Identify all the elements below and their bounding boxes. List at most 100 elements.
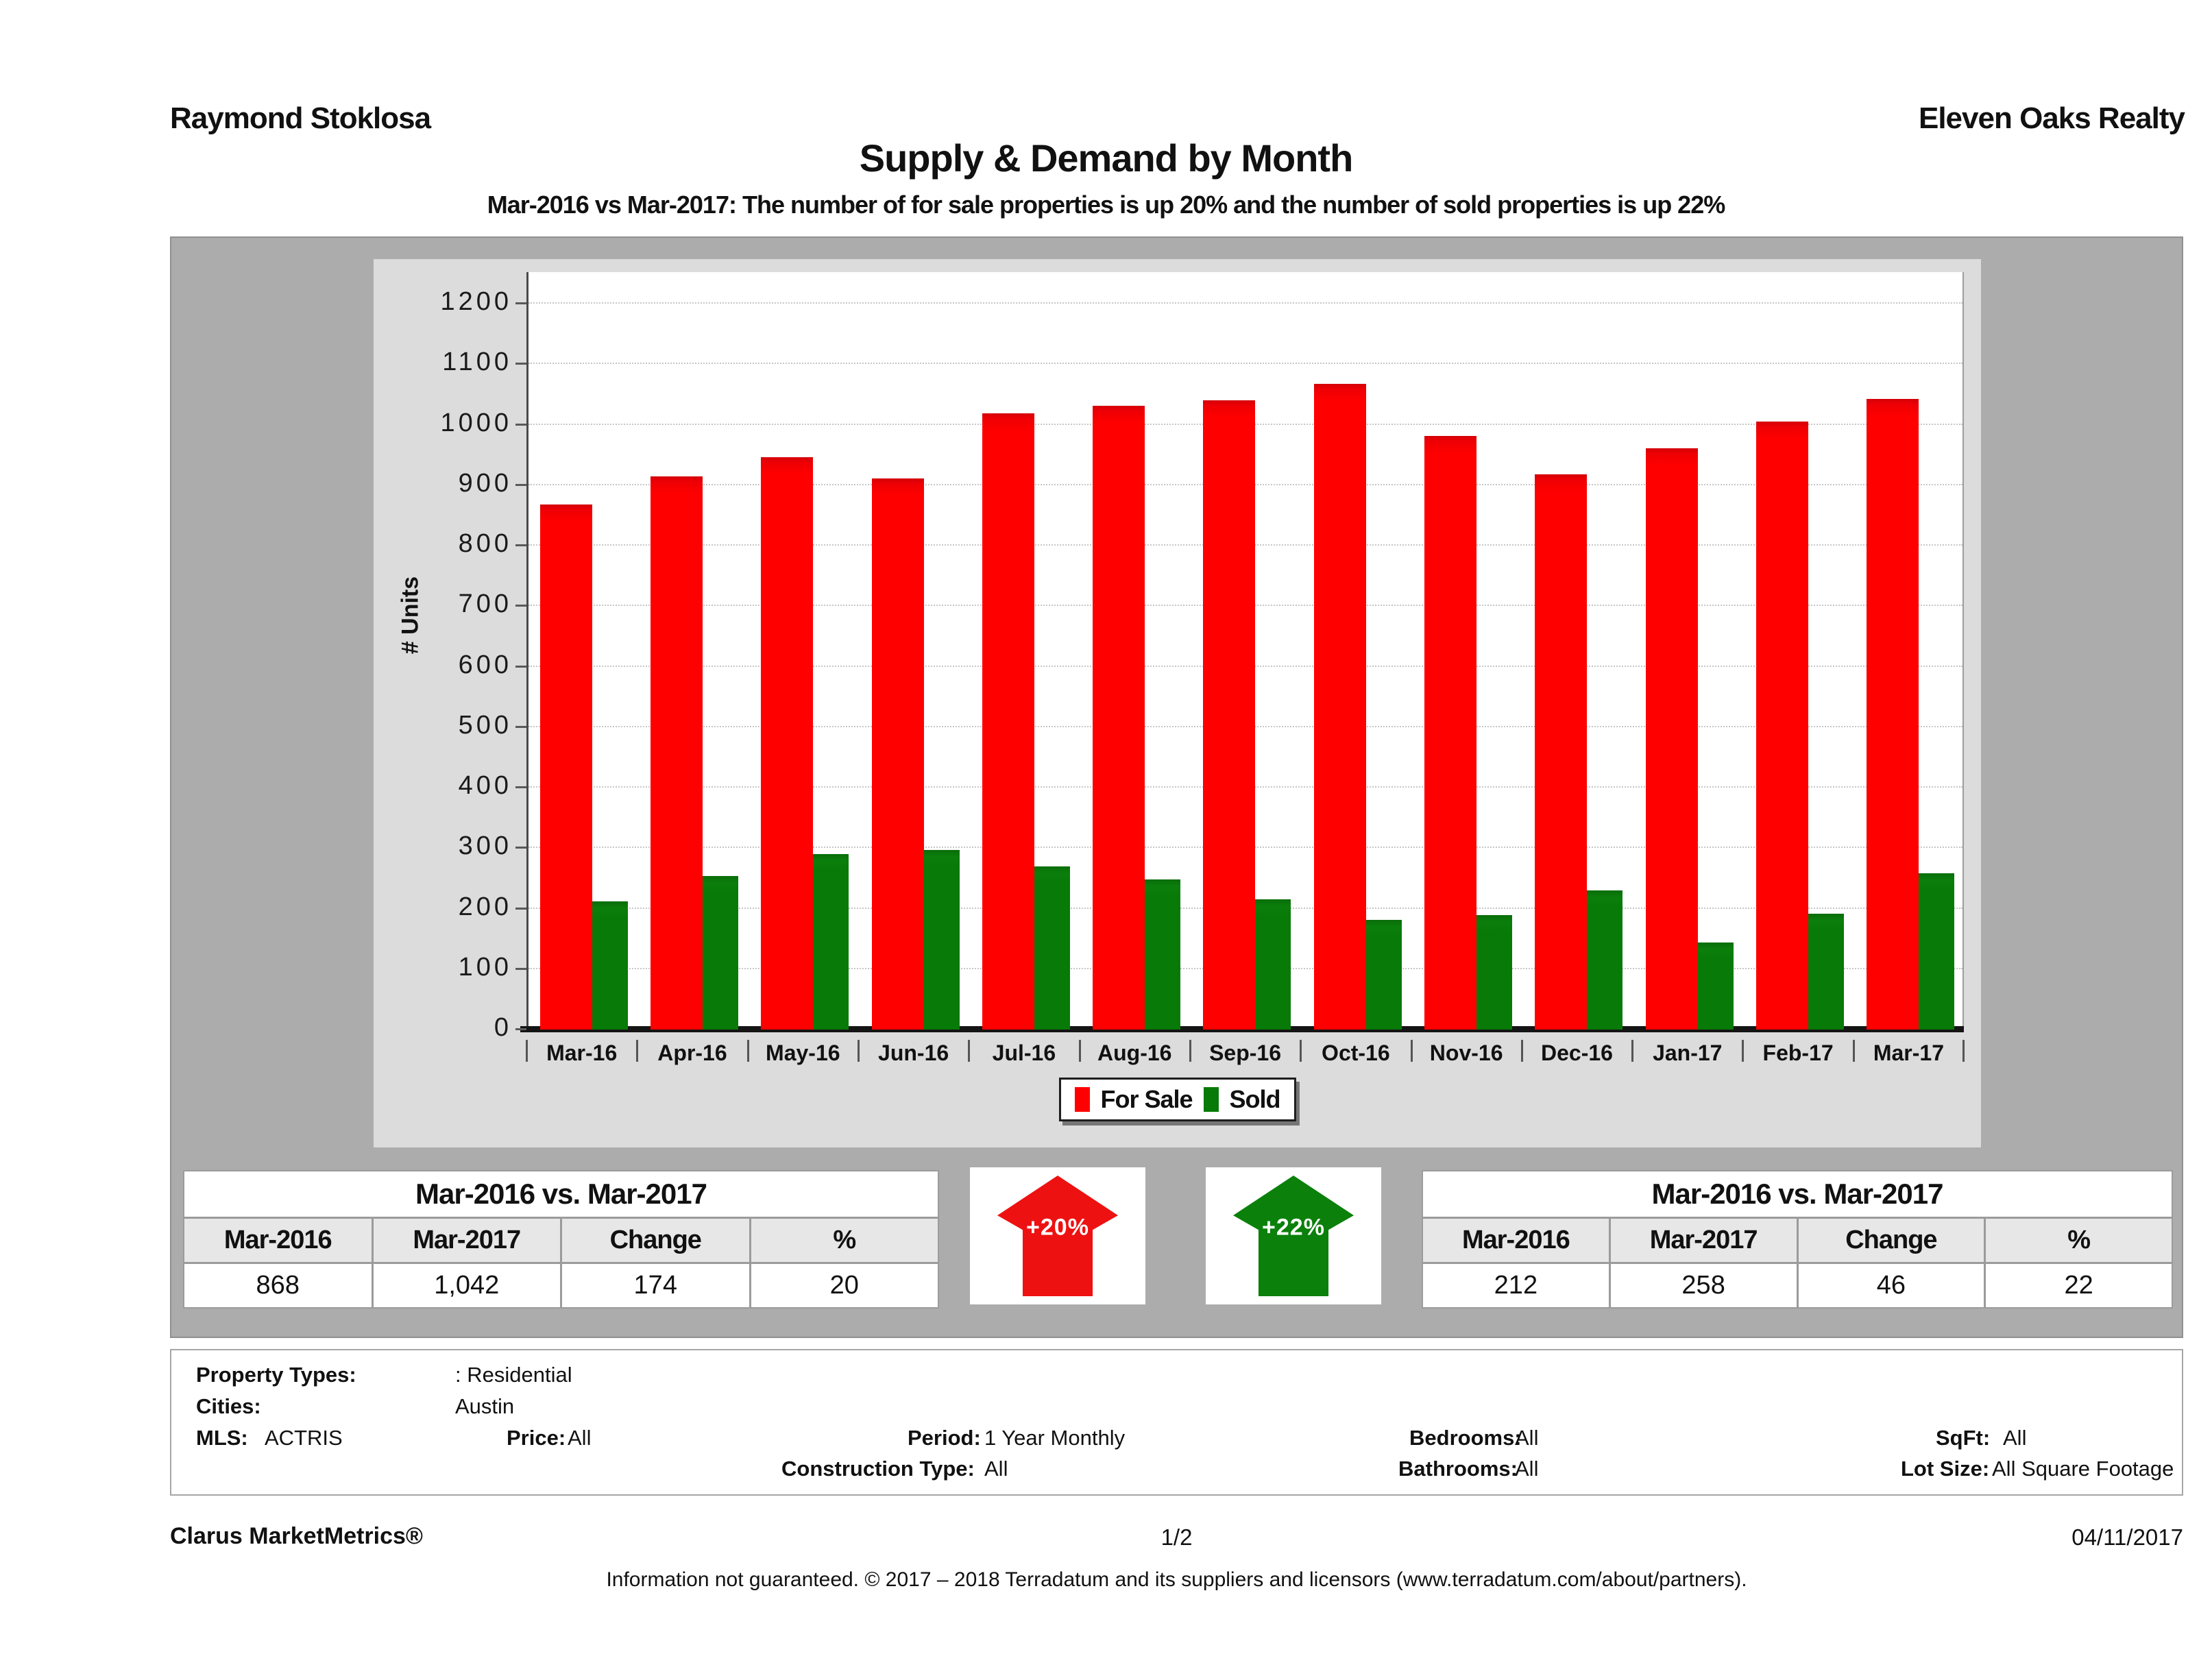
legend-label-sold: Sold [1229,1085,1281,1113]
bar-for-sale-Apr-16 [650,476,703,1030]
bar-for-sale-Nov-16 [1424,436,1477,1030]
supply-table-header-row: Mar-2016 Mar-2017 Change % [184,1219,938,1262]
footer-brand: Clarus MarketMetrics® [170,1523,423,1549]
sqft-label: SqFt: [1936,1426,1991,1450]
period-value: 1 Year Monthly [984,1426,1126,1450]
supply-change-badge: +20% [970,1167,1145,1304]
x-tick-label-May-16: May-16 [746,1036,858,1070]
column-header: Mar-2017 [373,1219,560,1262]
gridline-1200 [528,302,1962,304]
x-tick-label-Sep-16: Sep-16 [1189,1036,1300,1070]
column-header: Change [562,1219,749,1262]
period-label: Period: [908,1426,981,1450]
footer-date: 04/11/2017 [2071,1524,2183,1550]
report-title: Supply & Demand by Month [859,136,1354,180]
bar-sold-Jun-16 [923,850,960,1030]
footer-page-number: 1/2 [1160,1524,1193,1550]
column-header: % [751,1219,938,1262]
bar-sold-Sep-16 [1255,899,1291,1030]
y-tick-mark [515,544,526,546]
y-tick-mark [515,967,526,970]
bar-for-sale-May-16 [761,457,814,1030]
bar-sold-Aug-16 [1145,879,1181,1030]
bar-sold-Jul-16 [1034,866,1070,1030]
bar-for-sale-Sep-16 [1203,400,1256,1030]
price-label: Price: [507,1426,566,1450]
y-tick-label-1200: 1200 [440,287,512,316]
bar-sold-Jan-17 [1697,943,1734,1030]
bedrooms-label: Bedrooms: [1409,1426,1522,1450]
bar-group-Mar-17 [1856,399,1966,1030]
y-tick-label-300: 300 [458,831,512,861]
x-tick-label-Feb-17: Feb-17 [1742,1036,1853,1070]
gridline-1100 [528,363,1962,365]
y-tick-mark [515,1028,526,1030]
report-filters-box: Property Types: : Residential Cities: Au… [170,1349,2183,1496]
bar-for-sale-Jun-16 [871,478,924,1030]
column-header: Mar-2016 [1423,1219,1609,1262]
column-header: Mar-2017 [1610,1219,1797,1262]
y-tick-mark [515,423,526,426]
agent-name: Raymond Stoklosa [170,101,431,135]
table-cell: 212 [1423,1264,1609,1307]
legend-swatch-for-sale [1074,1087,1090,1112]
bar-group-Mar-16 [528,504,639,1030]
bar-group-Jan-17 [1634,448,1745,1030]
y-tick-label-900: 900 [458,468,512,498]
x-tick-label-Mar-16: Mar-16 [525,1036,637,1070]
bar-group-Dec-16 [1524,474,1634,1030]
chart-legend: For Sale Sold [1058,1078,1296,1121]
x-tick-label-Nov-16: Nov-16 [1410,1036,1522,1070]
bar-group-Sep-16 [1192,400,1302,1030]
y-tick-mark [515,665,526,668]
y-tick-mark [515,605,526,607]
y-tick-label-1100: 1100 [442,348,512,377]
bathrooms-value: All [1515,1457,1539,1481]
lot-size-value: All Square Footage [1992,1457,2174,1481]
column-header: Mar-2016 [184,1219,372,1262]
plot-area [520,272,1966,1032]
y-tick-mark [515,907,526,910]
bar-group-Oct-16 [1302,384,1413,1030]
footer: Clarus MarketMetrics® 1/2 04/11/2017 [170,1523,2183,1555]
x-tick-label-Aug-16: Aug-16 [1078,1036,1190,1070]
demand-change-percent: +22% [1262,1214,1325,1241]
y-tick-label-500: 500 [458,710,512,740]
x-tick-label-Mar-17: Mar-17 [1852,1036,1964,1070]
column-header: % [1986,1219,2172,1262]
y-tick-mark [515,786,526,788]
bathrooms-label: Bathrooms: [1398,1457,1518,1481]
bar-for-sale-Jul-16 [982,413,1034,1030]
y-tick-label-100: 100 [458,952,512,982]
y-tick-label-800: 800 [458,529,512,558]
y-tick-mark [515,725,526,728]
bar-group-Aug-16 [1082,406,1192,1030]
legend-label-for-sale: For Sale [1100,1085,1193,1113]
construction-type-label: Construction Type: [781,1457,975,1481]
x-axis-labels: Mar-16 Apr-16 May-16 Jun-16 Jul-16 Aug-16 Sep-… [525,1036,1965,1070]
y-tick-label-200: 200 [458,892,512,921]
y-tick-label-0: 0 [494,1013,512,1042]
mls-label: MLS: [196,1426,248,1450]
mls-value: ACTRIS [265,1426,343,1450]
x-tick-label-Jan-17: Jan-17 [1631,1036,1742,1070]
y-tick-label-600: 600 [458,650,512,679]
bar-group-Feb-17 [1745,422,1855,1030]
bar-sold-Apr-16 [702,876,738,1030]
demand-comparison-table: Mar-2016 vs. Mar-2017 Mar-2016 Mar-2017 … [1422,1170,2173,1309]
bar-sold-Mar-17 [1919,873,1955,1030]
brokerage-name: Eleven Oaks Realty [1918,101,2185,135]
bar-for-sale-Oct-16 [1313,384,1366,1030]
bar-group-Jul-16 [971,413,1081,1030]
demand-table-value-row: 212 258 46 22 [1423,1264,2172,1307]
bar-sold-Mar-16 [592,901,628,1030]
demand-table-title: Mar-2016 vs. Mar-2017 [1423,1171,2172,1217]
supply-table-title: Mar-2016 vs. Mar-2017 [184,1171,938,1217]
table-cell: 258 [1610,1264,1797,1307]
bar-for-sale-Aug-16 [1093,406,1145,1030]
table-cell: 174 [562,1264,749,1307]
bar-for-sale-Mar-16 [539,504,592,1030]
y-tick-mark [515,363,526,365]
x-tick-label-Jul-16: Jul-16 [968,1036,1079,1070]
